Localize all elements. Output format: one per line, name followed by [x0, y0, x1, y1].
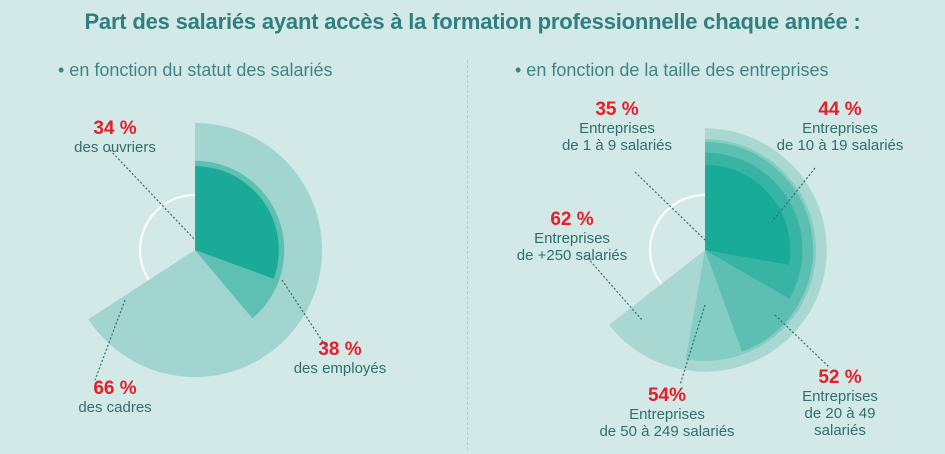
text-e250-l1: Entreprises [534, 230, 610, 247]
text-e50-249-l2: de 50 à 249 salariés [599, 423, 735, 440]
page-title: Part des salariés ayant accès à la forma… [84, 9, 861, 34]
pct-e50-249: 54% [647, 385, 687, 406]
right-chart-subtitle: • en fonction de la taille des entrepris… [515, 60, 829, 80]
text-employes: des employés [293, 360, 387, 377]
pct-e10-19: 44 % [818, 99, 862, 120]
text-ouvriers: des ouvriers [74, 139, 156, 156]
label-e1-9: 35 % Entreprises de 1 à 9 salariés [537, 99, 697, 155]
pct-e20-49: 52 % [818, 367, 862, 388]
pct-e1-9: 35 % [595, 99, 639, 120]
chart-divider [467, 60, 468, 450]
pct-cadres: 66 % [93, 378, 137, 399]
text-e250-l2: de +250 salariés [516, 247, 628, 264]
label-cadres: 66 % des cadres [50, 378, 180, 417]
text-e1-9-l1: Entreprises [579, 120, 655, 137]
pct-ouvriers: 34 % [93, 118, 137, 139]
leader-line-e1-9 [634, 171, 706, 241]
label-e250: 62 % Entreprises de +250 salariés [492, 209, 652, 265]
leader-line-ouvriers [109, 149, 196, 241]
leader-line-e50-249 [679, 304, 706, 386]
leader-line-e250 [584, 254, 643, 321]
label-e20-49: 52 % Entreprises de 20 à 49 salariés [770, 367, 910, 440]
text-e20-49-l2: de 20 à 49 [804, 405, 876, 422]
label-e10-19: 44 % Entreprises de 10 à 19 salariés [760, 99, 920, 155]
text-e10-19-l1: Entreprises [802, 120, 878, 137]
text-e10-19-l2: de 10 à 19 salariés [776, 137, 904, 154]
label-e50-249: 54% Entreprises de 50 à 249 salariés [582, 385, 752, 441]
text-cadres: des cadres [78, 399, 152, 416]
pct-e250: 62 % [550, 209, 594, 230]
text-e50-249-l1: Entreprises [629, 406, 705, 423]
label-ouvriers: 34 % des ouvriers [50, 118, 180, 157]
sector-ouvriers [195, 166, 279, 279]
leader-line-e10-19 [771, 167, 816, 223]
pct-employes: 38 % [318, 339, 362, 360]
label-employes: 38 % des employés [275, 339, 405, 378]
text-e20-49-l3: salariés [814, 422, 866, 439]
leader-line-e20-49 [774, 314, 831, 369]
left-chart-subtitle: • en fonction du statut des salariés [58, 60, 333, 80]
sector-e1-9 [705, 164, 791, 265]
text-e1-9-l2: de 1 à 9 salariés [561, 137, 673, 154]
leader-line-employes [281, 279, 326, 346]
text-e20-49-l1: Entreprises [802, 388, 878, 405]
